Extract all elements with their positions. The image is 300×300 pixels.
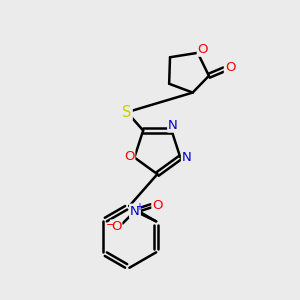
Text: O: O xyxy=(124,150,134,164)
Text: O: O xyxy=(111,220,122,233)
Text: −: − xyxy=(106,220,115,230)
Text: N: N xyxy=(182,151,192,164)
Text: +: + xyxy=(135,202,143,212)
Text: N: N xyxy=(168,119,178,132)
Text: N: N xyxy=(130,205,140,218)
Text: O: O xyxy=(225,61,235,74)
Text: O: O xyxy=(152,199,163,212)
Text: S: S xyxy=(122,105,132,120)
Text: O: O xyxy=(198,43,208,56)
